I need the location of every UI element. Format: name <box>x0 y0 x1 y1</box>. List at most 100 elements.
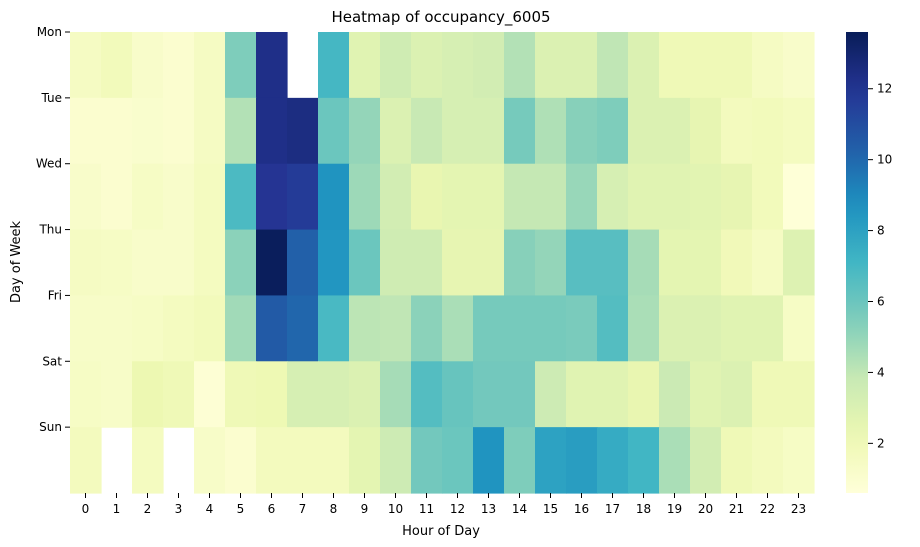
heatmap-cell <box>70 229 102 297</box>
heatmap-cell <box>101 163 133 231</box>
heatmap-cell <box>659 163 691 231</box>
heatmap-cell <box>225 97 257 165</box>
heatmap-cell <box>535 229 567 297</box>
y-axis: Mon Tue Wed Thu Fri Sat Sun <box>36 25 70 434</box>
heatmap-cell <box>318 163 350 231</box>
y-tick-label: Sun <box>39 420 62 434</box>
heatmap-cell <box>442 97 474 165</box>
heatmap-cell <box>628 163 660 231</box>
heatmap-cell <box>566 32 598 99</box>
heatmap-cell <box>473 97 505 165</box>
heatmap-cell <box>504 295 536 362</box>
heatmap-cell <box>101 97 133 165</box>
heatmap-cell <box>566 229 598 297</box>
heatmap-cell <box>721 427 753 494</box>
heatmap-cell <box>783 163 815 231</box>
heatmap-cell <box>411 32 443 99</box>
heatmap-cell <box>690 295 722 362</box>
heatmap-cell <box>287 97 319 165</box>
heatmap-cell <box>349 229 381 297</box>
x-tick-label: 12 <box>450 502 465 516</box>
heatmap-cell <box>318 229 350 297</box>
colorbar-tick-label: 6 <box>877 295 885 309</box>
heatmap-cell <box>163 32 195 99</box>
heatmap-cell <box>473 163 505 231</box>
heatmap-cell <box>411 97 443 165</box>
heatmap-cell <box>318 32 350 99</box>
heatmap-cell <box>411 361 443 428</box>
heatmap-cell <box>70 361 102 428</box>
heatmap-cell <box>287 295 319 362</box>
heatmap-cell <box>349 32 381 99</box>
heatmap-cell <box>318 361 350 428</box>
x-axis: 0 1 2 3 4 5 6 7 8 9 10 11 12 13 14 15 16 17 18 19 20 21 22 23 <box>82 493 806 516</box>
x-tick-label: 1 <box>113 502 121 516</box>
heatmap-cell <box>504 361 536 428</box>
x-tick-label: 20 <box>698 502 713 516</box>
heatmap-cell <box>628 229 660 297</box>
heatmap-cell <box>225 229 257 297</box>
heatmap-cells <box>70 32 815 494</box>
heatmap-cell <box>225 163 257 231</box>
heatmap-cell <box>163 163 195 231</box>
x-tick-label: 22 <box>760 502 775 516</box>
heatmap-cell <box>194 229 226 297</box>
heatmap-cell <box>504 97 536 165</box>
heatmap-cell <box>442 427 474 494</box>
x-tick-label: 18 <box>636 502 651 516</box>
heatmap-cell <box>473 361 505 428</box>
x-tick-label: 14 <box>512 502 527 516</box>
x-tick-label: 11 <box>419 502 434 516</box>
heatmap-cell <box>256 97 288 165</box>
x-tick-label: 19 <box>667 502 682 516</box>
heatmap-cell <box>783 295 815 362</box>
x-tick-label: 7 <box>299 502 307 516</box>
heatmap-cell <box>194 163 226 231</box>
heatmap-cell <box>132 97 164 165</box>
colorbar-tick-label: 2 <box>877 436 885 450</box>
y-tick-label: Mon <box>37 25 62 39</box>
x-tick-label: 4 <box>206 502 214 516</box>
heatmap-cell <box>721 361 753 428</box>
heatmap-cell <box>597 163 629 231</box>
heatmap-cell <box>318 427 350 494</box>
heatmap-cell <box>287 427 319 494</box>
heatmap-cell <box>318 97 350 165</box>
heatmap-cell <box>287 229 319 297</box>
heatmap-cell <box>442 295 474 362</box>
heatmap-cell <box>411 163 443 231</box>
heatmap-cell <box>442 361 474 428</box>
heatmap-cell <box>597 97 629 165</box>
heatmap-cell <box>380 427 412 494</box>
heatmap-cell <box>535 295 567 362</box>
heatmap-cell <box>132 229 164 297</box>
x-axis-label: Hour of Day <box>402 524 480 539</box>
heatmap-cell <box>380 32 412 99</box>
heatmap-cell <box>597 427 629 494</box>
heatmap-cell <box>721 97 753 165</box>
heatmap-cell <box>659 32 691 99</box>
x-tick-label: 6 <box>268 502 276 516</box>
heatmap-cell <box>194 295 226 362</box>
heatmap-cell <box>473 32 505 99</box>
x-tick-label: 13 <box>481 502 496 516</box>
heatmap-cell <box>318 295 350 362</box>
heatmap-cell <box>597 32 629 99</box>
heatmap-cell <box>535 163 567 231</box>
colorbar-tick-label: 8 <box>877 224 885 238</box>
heatmap-cell <box>628 97 660 165</box>
heatmap-cell <box>690 97 722 165</box>
heatmap-cell <box>163 295 195 362</box>
heatmap-cell <box>721 295 753 362</box>
x-tick-label: 15 <box>543 502 558 516</box>
heatmap-cell <box>380 163 412 231</box>
heatmap-cell <box>535 97 567 165</box>
colorbar-ticks: 2 4 6 8 10 12 <box>868 82 892 450</box>
heatmap-cell <box>380 295 412 362</box>
heatmap-cell <box>628 361 660 428</box>
heatmap-cell <box>256 163 288 231</box>
heatmap-cell <box>597 229 629 297</box>
heatmap-cell <box>163 229 195 297</box>
heatmap-cell <box>380 229 412 297</box>
heatmap-cell <box>504 427 536 494</box>
